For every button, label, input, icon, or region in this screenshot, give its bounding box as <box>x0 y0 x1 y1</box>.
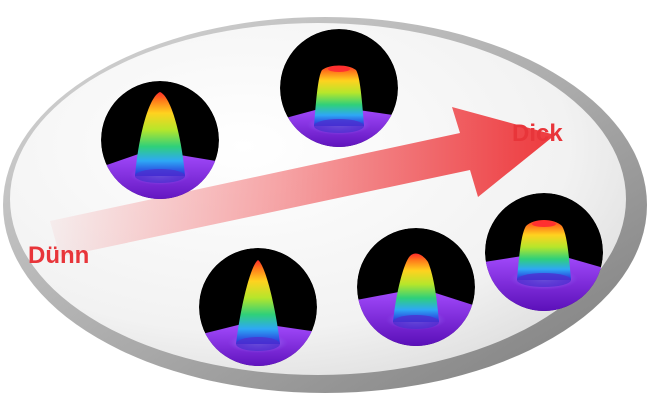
beam-profile-peak-4 <box>393 253 439 322</box>
label-start-thin: Dünn <box>28 242 90 269</box>
profile-circle-3 <box>199 248 317 366</box>
beam-profile-peak-5 <box>517 220 571 280</box>
beam-profile-peak-2 <box>314 65 364 126</box>
direction-arrow <box>50 107 555 257</box>
beam-profile-peak-1 <box>135 92 185 176</box>
profile-circle-4 <box>357 228 475 346</box>
label-end-thick: Dick <box>512 120 563 147</box>
profile-circle-1 <box>101 81 219 199</box>
profile-circle-5 <box>485 193 603 311</box>
beam-profile-peak-3 <box>236 260 280 344</box>
